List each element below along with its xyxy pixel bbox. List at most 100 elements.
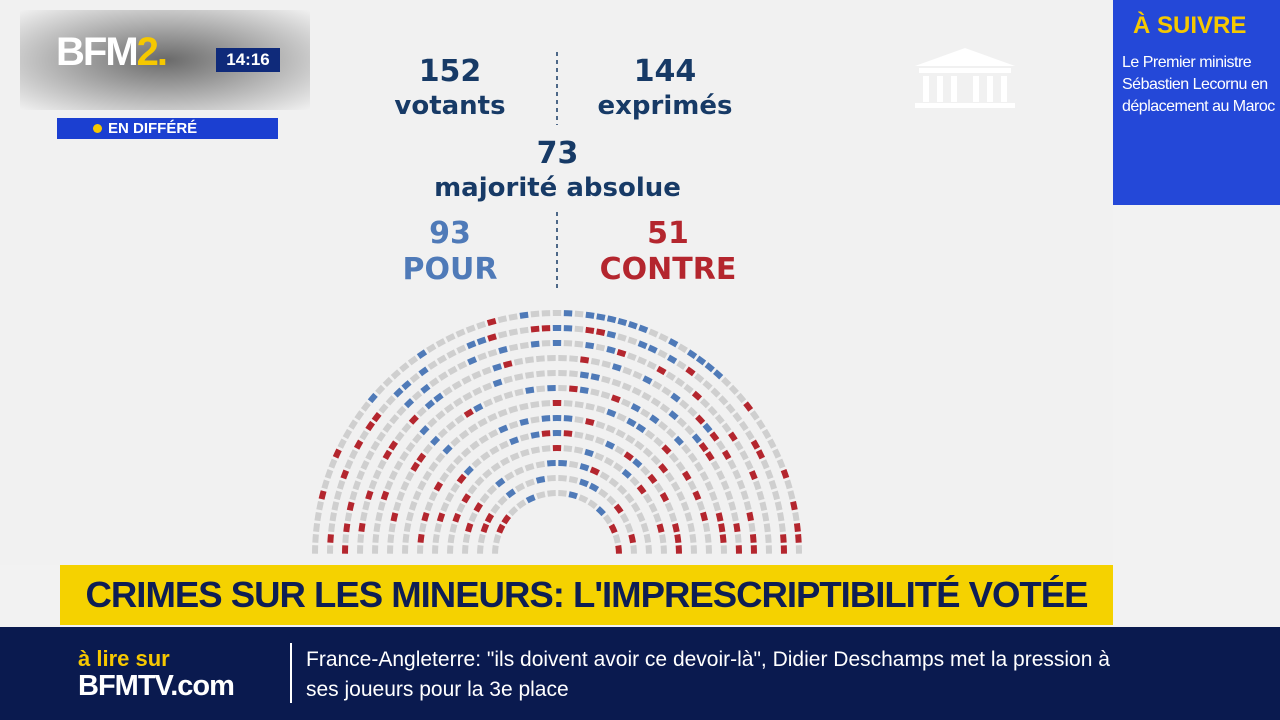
- seat: [412, 490, 422, 501]
- seat: [530, 431, 540, 439]
- seat: [728, 431, 738, 442]
- seat: [439, 471, 450, 483]
- seat: [698, 441, 709, 453]
- seat: [614, 445, 625, 455]
- pour-label: POUR: [402, 252, 498, 287]
- seat: [643, 493, 653, 504]
- seat: [590, 388, 600, 397]
- seat: [393, 387, 404, 398]
- seat: [574, 416, 584, 424]
- seat: [700, 511, 708, 522]
- seat: [763, 523, 771, 533]
- seat: [640, 465, 651, 476]
- seat: [687, 406, 698, 417]
- seat: [514, 373, 524, 381]
- seat: [412, 433, 423, 444]
- seat: [615, 545, 622, 554]
- seat: [728, 501, 737, 511]
- seat: [631, 386, 642, 396]
- seat: [541, 445, 551, 453]
- seat: [442, 444, 453, 455]
- seat: [628, 533, 636, 544]
- seat: [563, 430, 573, 437]
- seat: [450, 436, 461, 447]
- separator: [290, 643, 292, 703]
- seat: [495, 477, 506, 488]
- seat: [642, 375, 653, 385]
- seat: [447, 534, 455, 544]
- seat: [792, 511, 800, 522]
- seat: [767, 438, 777, 449]
- seat: [530, 310, 540, 318]
- seat: [595, 420, 606, 430]
- seat: [458, 429, 470, 440]
- majorite-number: 73: [536, 136, 579, 171]
- seat: [712, 369, 724, 380]
- seat: [331, 501, 340, 511]
- seat: [659, 403, 671, 414]
- seat: [702, 522, 711, 533]
- seat: [492, 545, 499, 554]
- seat: [659, 534, 667, 544]
- seat: [377, 459, 387, 470]
- seat: [658, 463, 669, 474]
- seat: [724, 490, 734, 501]
- seat: [670, 481, 681, 492]
- seat: [760, 459, 770, 470]
- seat: [657, 349, 668, 359]
- seat: [732, 469, 742, 480]
- seat: [388, 440, 399, 451]
- seat: [613, 462, 624, 473]
- seat: [699, 398, 711, 409]
- seat: [606, 315, 617, 324]
- seat: [613, 503, 624, 514]
- seat: [749, 533, 757, 543]
- seat: [743, 401, 754, 412]
- seat: [702, 380, 713, 391]
- seat: [536, 370, 545, 378]
- seat: [622, 366, 633, 376]
- seat: [385, 395, 396, 406]
- seat: [606, 408, 617, 418]
- seat: [685, 366, 696, 377]
- seat: [612, 534, 621, 544]
- seat: [467, 484, 478, 495]
- column: [937, 76, 943, 102]
- seat: [728, 384, 739, 395]
- seat: [619, 512, 630, 524]
- seat: [348, 449, 359, 460]
- seat: [530, 416, 540, 424]
- seat: [430, 435, 441, 446]
- seat: [579, 371, 590, 379]
- seat: [668, 338, 679, 348]
- seat: [484, 512, 495, 524]
- seat: [468, 512, 478, 523]
- seat: [677, 343, 688, 353]
- seat: [691, 390, 703, 401]
- seat: [604, 440, 616, 450]
- seat: [466, 340, 477, 350]
- seat: [605, 424, 616, 434]
- seat: [399, 451, 409, 462]
- seat: [617, 333, 627, 342]
- seat: [445, 420, 457, 431]
- seat: [524, 371, 535, 379]
- seat: [772, 490, 780, 501]
- seat: [469, 440, 480, 451]
- seat: [352, 480, 361, 491]
- seat: [389, 414, 400, 425]
- seat: [768, 479, 778, 490]
- seat: [749, 410, 760, 421]
- seat: [695, 355, 707, 366]
- seat: [648, 502, 658, 513]
- seat: [318, 490, 327, 500]
- seat: [334, 490, 342, 501]
- seat: [675, 461, 686, 472]
- base: [915, 103, 1015, 108]
- seat: [725, 403, 736, 414]
- seat: [356, 470, 365, 481]
- seat: [380, 490, 390, 501]
- seat: [332, 448, 342, 459]
- seat: [435, 452, 446, 463]
- seat: [681, 443, 692, 455]
